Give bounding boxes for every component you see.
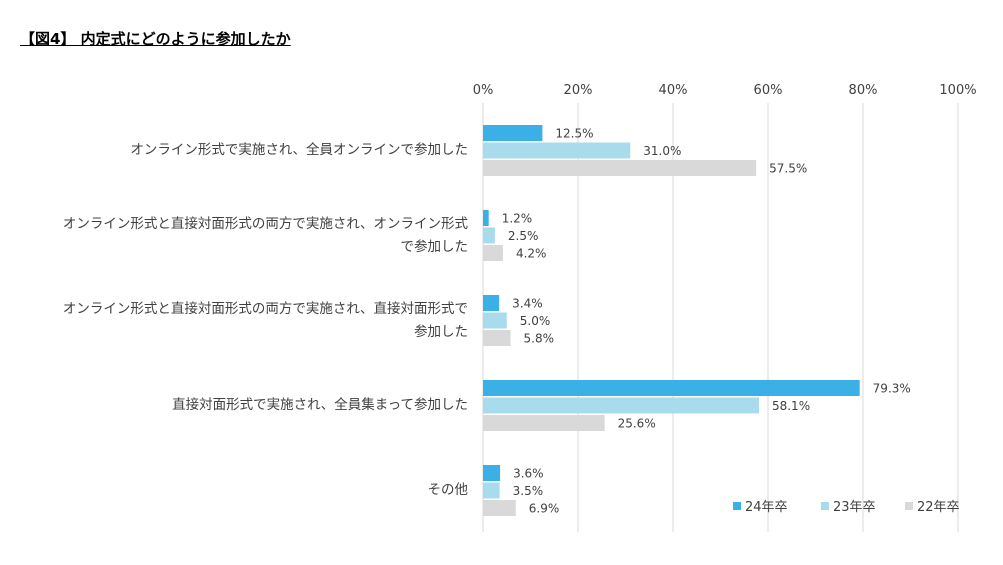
bar [483,295,500,311]
bar [483,500,516,516]
category-label: オンライン形式と直接対面形式の両方で実施され、オンライン形式で参加した [8,213,468,259]
legend-label: 22年卒 [917,500,960,515]
data-label: 58.1% [772,399,810,413]
x-tick-label: 60% [754,83,783,98]
bar [483,227,495,244]
data-label: 25.6% [618,417,656,431]
data-label: 2.5% [508,229,539,243]
legend-item: 22年卒 [905,496,960,515]
bar [483,160,757,176]
bar [483,245,503,261]
x-tick-label: 40% [659,83,688,98]
data-label: 3.4% [512,297,543,311]
data-label: 12.5% [555,127,593,141]
category-label: 直接対面形式で実施され、全員集まって参加した [8,394,468,417]
category-label-line: オンライン形式と直接対面形式の両方で実施され、オンライン形式 [62,215,468,232]
category-label-line: 直接対面形式で実施され、全員集まって参加した [172,397,468,413]
legend-swatch [733,502,741,510]
bar [483,210,489,226]
category-label: その他 [8,479,469,502]
x-tick-label: 80% [849,83,878,98]
data-label: 79.3% [873,382,911,396]
data-label: 4.2% [516,247,547,261]
bar [483,142,631,159]
legend-label: 24年卒 [745,500,788,515]
legend-swatch [821,502,829,510]
category-label: オンライン形式と直接対面形式の両方で実施され、直接対面形式で参加した [8,298,468,344]
x-tick-label: 0% [473,83,494,98]
bar [483,465,501,481]
bar [483,397,759,414]
legend-swatch [905,502,913,510]
data-label: 5.0% [520,314,551,328]
data-label: 57.5% [769,162,807,176]
legend-item: 23年卒 [821,496,876,515]
bar [483,482,500,499]
x-tick-labels: 0% 20% 40% 60% 80% 100% [473,83,977,98]
bar [483,330,511,346]
bar [483,312,507,329]
category-label-line: 参加した [414,323,468,340]
figure-title: 【図4】 内定式にどのように参加したか [20,30,291,48]
data-label: 31.0% [643,144,681,158]
category-label-line: その他 [427,482,469,498]
data-labels: 12.5% 31.0% 57.5% 1.2% 2.5% 4.2% 3.4% 5.0% 5.8% 7… [502,127,911,516]
x-tick-label: 20% [564,83,593,98]
data-label: 5.8% [524,332,555,346]
x-tick-label: 100% [939,83,976,98]
category-label-line: オンライン形式で実施され、全員オンラインで参加した [130,142,468,158]
category-label-line: オンライン形式と直接対面形式の両方で実施され、直接対面形式で [62,300,468,317]
data-label: 6.9% [529,502,560,516]
bar [483,125,543,141]
bar [483,415,605,431]
category-label-line: で参加した [400,238,469,255]
data-label: 1.2% [502,212,533,226]
legend-item: 24年卒 [733,496,788,515]
bars [483,125,860,516]
legend-label: 23年卒 [833,500,876,515]
data-label: 3.5% [513,484,544,498]
category-label: オンライン形式で実施され、全員オンラインで参加した [8,139,468,162]
data-label: 3.6% [513,467,544,481]
bar [483,380,860,396]
